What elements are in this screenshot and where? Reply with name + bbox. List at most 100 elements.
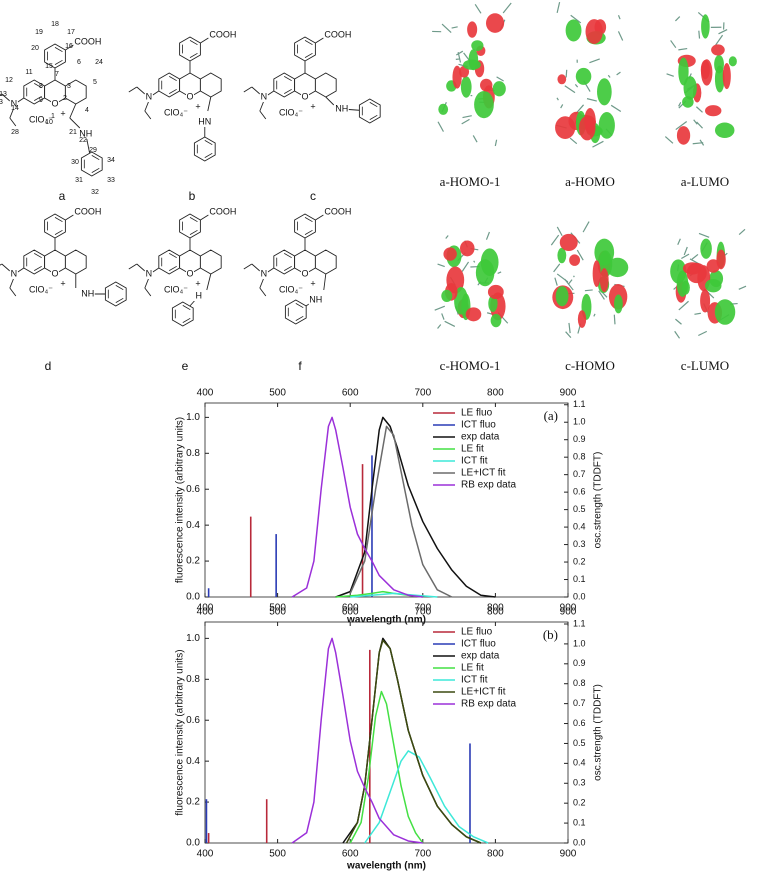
y2-tick-label: 0.1: [573, 817, 586, 827]
orbital-lobe: [715, 299, 735, 325]
charge: +: [310, 101, 315, 111]
charge: +: [195, 101, 200, 111]
bond: [324, 274, 326, 290]
bond: [260, 111, 266, 119]
x-top-tick-label: 700: [414, 607, 431, 618]
molecule-stick: [557, 98, 558, 100]
atom-number: 6: [77, 59, 81, 66]
nitrogen: N: [11, 268, 18, 278]
oxygen: O: [301, 91, 308, 101]
bond: [145, 288, 151, 296]
y2-tick-label: 0.2: [573, 556, 586, 566]
molecule-stick: [442, 313, 444, 319]
y2-tick-label: 0.0: [573, 837, 586, 847]
oxygen: O: [51, 98, 58, 108]
bond: [244, 264, 252, 269]
molecule-stick: [557, 227, 562, 236]
ring: [315, 73, 336, 97]
molecule-stick: [574, 276, 575, 277]
orbital-picture: [551, 222, 628, 338]
x-top-tick-label: 900: [560, 607, 577, 618]
oxygen: O: [186, 268, 193, 278]
ring: [200, 250, 221, 274]
amine: NH: [335, 103, 348, 113]
y2-axis-label: osc.strength (TDDFT): [593, 452, 604, 549]
acid-group: COOH: [324, 29, 351, 39]
molecule-stick: [675, 17, 679, 21]
molecule-stick: [694, 313, 700, 314]
molecule-stick: [739, 229, 745, 234]
y2-tick-label: 0.1: [573, 574, 586, 584]
orbital-lobe: [560, 234, 578, 251]
atom-number: 17: [67, 29, 75, 36]
x-tick-label: 800: [487, 849, 504, 860]
bond: [10, 278, 14, 288]
orbital-lobe: [476, 259, 495, 286]
molecule-stick: [614, 315, 615, 325]
y-axis-label: fluorescence intensity (arbitrary units): [175, 417, 186, 583]
amine: H: [196, 290, 203, 300]
molecule-stick: [585, 290, 593, 291]
orbital-lobe: [569, 254, 580, 266]
legend-label: exp data: [461, 651, 500, 662]
y2-tick-label: 1.1: [573, 618, 586, 628]
orbital-lobe: [684, 76, 697, 100]
molecule-stick: [566, 70, 567, 78]
bond: [268, 268, 274, 272]
orbital-lobe: [701, 60, 710, 79]
structure-label: c: [310, 189, 316, 203]
charge: +: [310, 278, 315, 288]
bond: [153, 91, 159, 95]
molecule-stick: [568, 280, 572, 284]
orbital-lobe: [586, 19, 603, 44]
bond: [326, 97, 334, 105]
y-tick-label: 0.4: [186, 756, 200, 767]
orbital-lobe: [486, 13, 504, 33]
molecule-stick: [503, 3, 511, 13]
y2-tick-label: 0.4: [573, 758, 586, 768]
bond: [145, 278, 149, 288]
counterion: ClO₄⁻: [279, 107, 303, 117]
molecule-stick: [462, 262, 468, 272]
y-tick-label: 0.8: [186, 674, 200, 685]
bond: [145, 101, 149, 111]
bond: [315, 38, 323, 43]
y2-tick-label: 0.9: [573, 434, 586, 444]
bond: [200, 38, 208, 43]
atom-number: 23: [0, 99, 3, 106]
orbital-lobe: [566, 19, 582, 41]
y2-axis-label: osc.strength (TDDFT): [593, 684, 604, 781]
molecule-stick: [456, 51, 463, 55]
orbital-lobe: [491, 314, 502, 327]
atom-number: 22: [79, 137, 87, 144]
orbital-lobe: [461, 76, 472, 98]
molecule-stick: [486, 232, 489, 240]
x-top-tick-label: 500: [269, 388, 286, 399]
x-tick-label: 600: [342, 849, 359, 860]
legend-label: LE+ICT fit: [461, 687, 506, 698]
molecule-stick: [618, 31, 622, 40]
orbital-label: a-HOMO-1: [440, 174, 501, 189]
bond: [208, 97, 211, 111]
x-axis-label: wavelength (nm): [346, 861, 426, 872]
molecule-stick: [561, 104, 563, 108]
molecule-stick: [474, 261, 475, 263]
molecule-stick: [438, 325, 441, 329]
molecule-stick: [692, 254, 698, 259]
legend-label: LE fluo: [461, 408, 493, 419]
orbital-lobe: [443, 247, 456, 260]
plot-frame: [205, 403, 568, 597]
bond: [252, 87, 260, 94]
legend-label: RB exp data: [461, 480, 516, 491]
y-axis-label: fluorescence intensity (arbitrary units): [175, 649, 186, 815]
ring: [315, 250, 336, 274]
orbital-lobe: [682, 281, 690, 295]
bond: [145, 111, 151, 119]
x-top-tick-label: 400: [197, 388, 214, 399]
orbital-lobe: [471, 40, 483, 51]
molecule-stick: [719, 30, 728, 34]
molecule-stick: [557, 2, 559, 13]
legend-label: LE fit: [461, 663, 484, 674]
bond: [252, 264, 260, 271]
